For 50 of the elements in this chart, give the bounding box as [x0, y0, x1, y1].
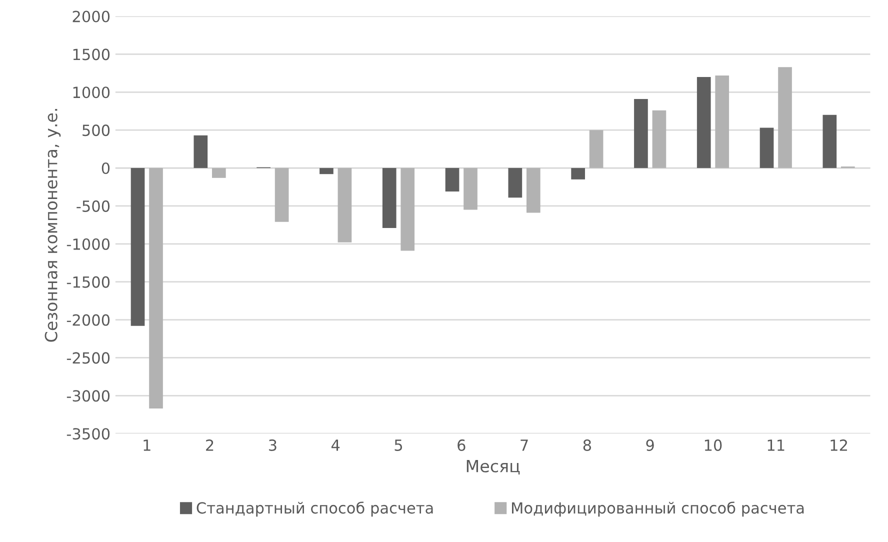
x-tick-label: 10 [704, 439, 722, 451]
x-tick-label: 1 [144, 440, 150, 451]
y-tick-label: -1000 [66, 238, 110, 250]
bar [445, 168, 460, 192]
bar [338, 168, 352, 242]
bar [589, 130, 604, 168]
bar [212, 168, 226, 178]
y-tick-label: 1000 [73, 86, 110, 98]
bar [400, 168, 415, 251]
x-tick-label: 3 [268, 439, 276, 451]
bar [274, 168, 289, 222]
bar [652, 110, 666, 168]
x-tick-label: 7 [520, 440, 528, 451]
y-tick-label: 0 [102, 162, 110, 174]
bar [760, 128, 774, 168]
x-axis-title: Месяц [466, 460, 520, 474]
legend-label: Модифицированный способ расчета [512, 502, 804, 517]
x-tick-label: 9 [646, 439, 654, 451]
x-tick-label: 11 [768, 440, 784, 451]
x-tick-label: 12 [830, 439, 847, 451]
x-tick-label: 6 [458, 439, 466, 451]
bar [194, 135, 208, 168]
y-tick-label: -3000 [66, 390, 110, 402]
bar [320, 168, 334, 174]
y-tick-label: -2000 [66, 314, 110, 326]
x-tick-label: 4 [331, 440, 340, 451]
bar [130, 168, 145, 326]
bar [149, 168, 163, 409]
x-tick-label: 2 [206, 439, 214, 451]
y-axis-title: Сезонная компонента, у.е. [44, 108, 61, 342]
bar [696, 76, 711, 168]
bar [778, 67, 792, 168]
y-tick-label: 500 [82, 124, 110, 136]
legend-label: Стандартный способ расчета [196, 502, 433, 517]
y-tick-label: -3500 [66, 428, 110, 440]
y-tick-label: -2500 [66, 352, 110, 364]
y-tick-label: 1500 [73, 48, 110, 60]
bar [634, 98, 648, 168]
y-tick-label: 2000 [72, 10, 110, 22]
y-tick-label: -1500 [66, 276, 110, 288]
bar [464, 168, 478, 210]
bar [526, 168, 540, 213]
y-tick-label: -500 [76, 200, 110, 212]
bar [715, 75, 730, 168]
x-tick-label: 8 [583, 439, 592, 451]
bar [382, 168, 396, 228]
bar [571, 168, 585, 180]
bar [508, 168, 522, 198]
x-tick-label: 5 [394, 440, 402, 451]
bar [822, 114, 837, 168]
